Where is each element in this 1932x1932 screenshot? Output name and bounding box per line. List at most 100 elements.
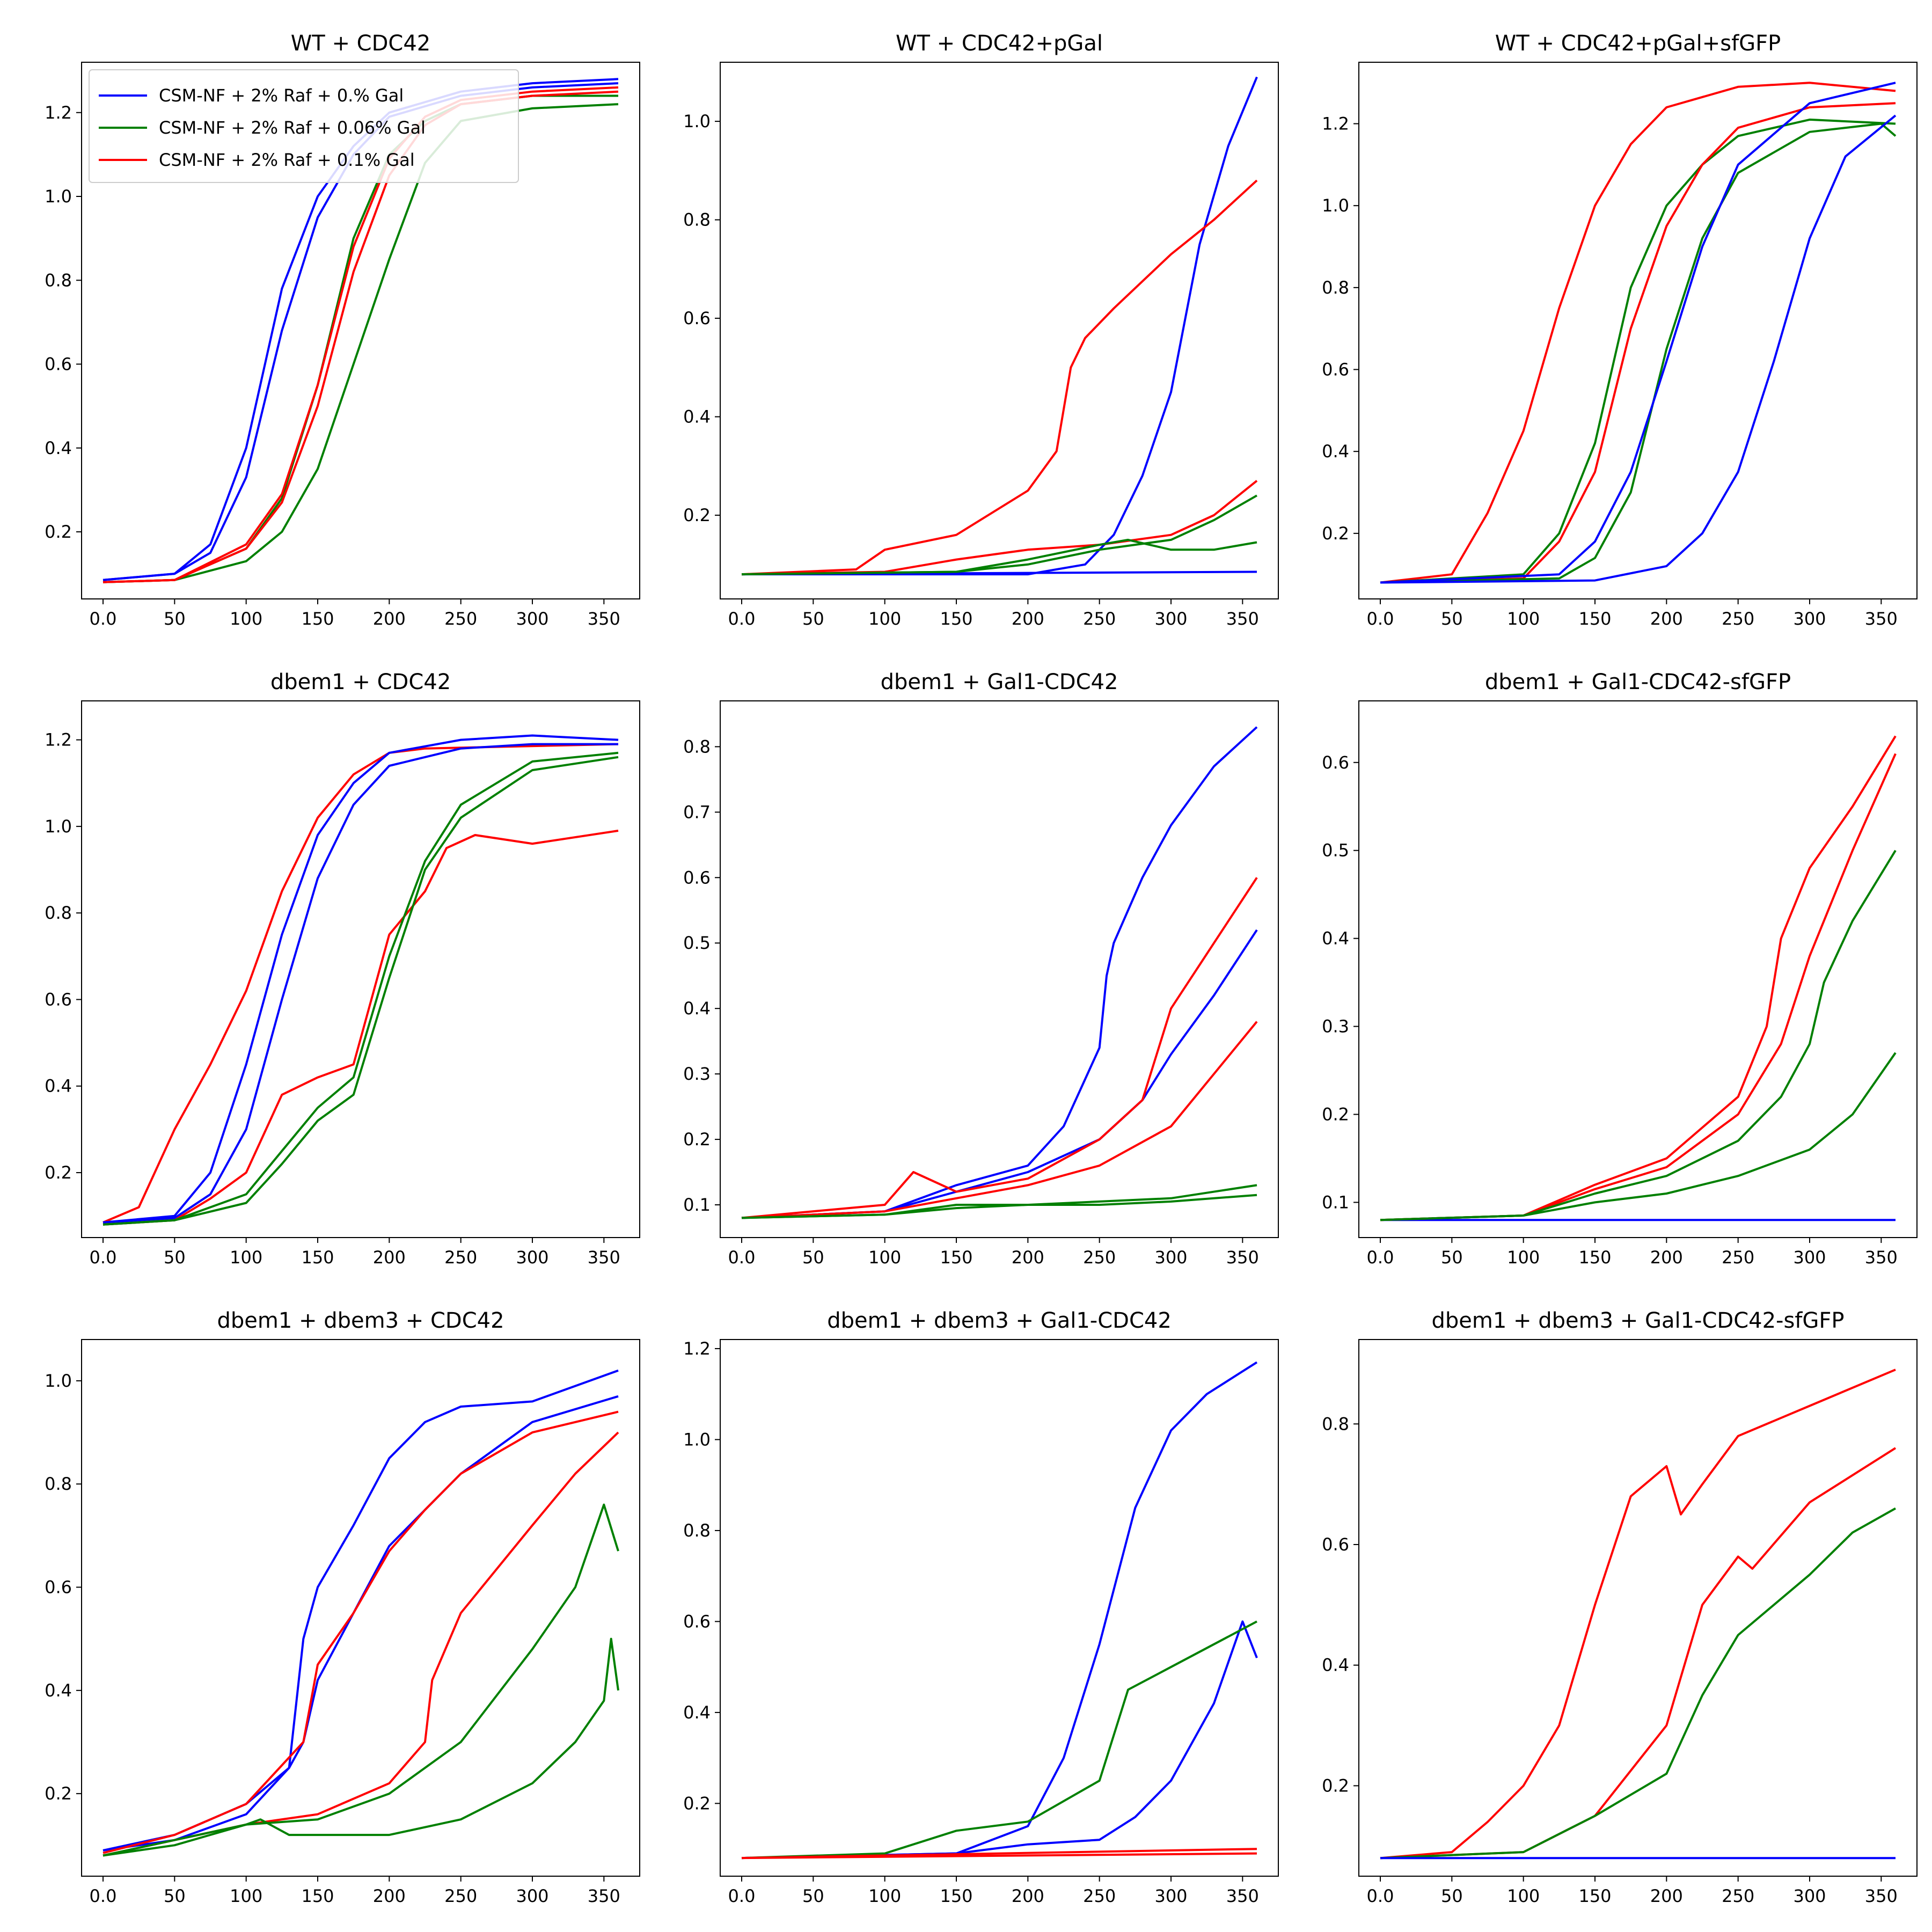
series-line: [1380, 1507, 1896, 1860]
subplot-4: dbem1 + CDC42 0.0 50 100 150 200 250 300 350 0.2 0…: [45, 670, 640, 1268]
x-tick-label: 250: [444, 1247, 477, 1268]
x-tick-label: 300: [1154, 1886, 1187, 1906]
x-tick-label: 50: [1441, 1886, 1463, 1906]
series-group: [1380, 1368, 1897, 1860]
subplot-title: dbem1 + Gal1-CDC42-sfGFP: [1485, 670, 1791, 694]
series-line: [1380, 735, 1897, 1221]
x-tick-label: 350: [1226, 1886, 1259, 1906]
subplot-2: WT + CDC42+pGal 0.0 50 100 150 200 250 300 350 0.…: [683, 31, 1279, 629]
x-tick-label: 50: [164, 1247, 186, 1268]
y-tick-label: 0.4: [1322, 928, 1349, 949]
x-tick-label: 100: [868, 1247, 901, 1268]
x-tick-label: 300: [1793, 1886, 1826, 1906]
x-tick-label: 300: [1154, 1247, 1187, 1268]
series-group: [741, 76, 1258, 576]
y-tick-label: 0.2: [683, 1129, 711, 1150]
x-tick-label: 50: [164, 1886, 186, 1906]
x-tick-label: 200: [1650, 1247, 1683, 1268]
y-tick-label: 0.2: [1322, 523, 1349, 544]
x-tick-label: 0.0: [90, 1886, 117, 1906]
x-tick-label: 150: [301, 1247, 334, 1268]
series-line: [1380, 82, 1896, 584]
series-line: [741, 1620, 1258, 1860]
series-line: [1380, 118, 1896, 584]
y-tick-label: 0.1: [1322, 1192, 1349, 1212]
y-tick-label: 0.4: [1322, 1655, 1349, 1675]
series-line: [741, 1021, 1258, 1219]
subplot-title: dbem1 + CDC42: [270, 670, 451, 694]
series-line: [103, 1410, 619, 1854]
series-line: [1380, 122, 1897, 584]
y-tick-label: 0.6: [45, 1577, 72, 1598]
series-line: [1380, 114, 1897, 584]
x-tick-label: 150: [1578, 1247, 1611, 1268]
x-tick-label: 250: [444, 1886, 477, 1906]
y-tick-label: 0.8: [1322, 1414, 1349, 1434]
x-tick-label: 350: [588, 1247, 620, 1268]
y-tick-label: 1.2: [45, 103, 72, 123]
y-tick-label: 0.4: [683, 1702, 711, 1723]
y-tick-label: 0.3: [1322, 1016, 1349, 1037]
subplot-1: WT + CDC42 0.0 50 100 150 200 250 300 350 0.2 0.4 0…: [45, 31, 640, 629]
y-tick-label: 0.2: [45, 1162, 72, 1183]
subplot-title: dbem1 + Gal1-CDC42: [881, 670, 1118, 694]
y-tick-label: 0.6: [683, 867, 711, 888]
x-tick-label: 200: [1650, 609, 1683, 629]
x-tick-label: 150: [940, 1247, 972, 1268]
series-line: [741, 1852, 1257, 1860]
y-tick-label: 0.4: [45, 438, 72, 458]
y-tick-label: 1.0: [1322, 195, 1349, 216]
series-line: [103, 734, 619, 1224]
y-tick-label: 0.8: [683, 1520, 711, 1541]
x-tick-label: 0.0: [1367, 1247, 1394, 1268]
y-tick-label: 0.1: [683, 1195, 711, 1215]
series-line: [741, 1361, 1258, 1860]
x-tick-label: 0.0: [1367, 1886, 1394, 1906]
x-tick-label: 0.0: [728, 1886, 756, 1906]
series-line: [103, 1395, 619, 1851]
y-tick-label: 0.5: [683, 933, 711, 953]
series-line: [103, 1503, 619, 1857]
x-tick-label: 200: [373, 1886, 406, 1906]
y-tick-label: 1.2: [45, 730, 72, 750]
y-tick-label: 1.2: [1322, 114, 1349, 134]
subplot-title: dbem1 + dbem3 + CDC42: [217, 1308, 504, 1333]
y-tick-label: 0.4: [45, 1680, 72, 1701]
axes-frame: [81, 1339, 640, 1877]
legend-label: CSM-NF + 2% Raf + 0.1% Gal: [159, 150, 415, 170]
x-tick-label: 350: [1226, 609, 1259, 629]
y-tick-label: 0.8: [45, 1474, 72, 1494]
series-line: [103, 1431, 619, 1857]
x-tick-label: 250: [1083, 609, 1116, 629]
series-line: [103, 1369, 619, 1851]
x-tick-label: 250: [1083, 1886, 1116, 1906]
y-tick-label: 0.2: [45, 1783, 72, 1804]
series-group: [1380, 82, 1897, 584]
x-tick-label: 350: [588, 609, 620, 629]
series-line: [103, 743, 618, 1224]
x-tick-label: 0.0: [728, 1247, 756, 1268]
series-line: [1380, 850, 1897, 1221]
y-tick-label: 0.4: [683, 407, 711, 427]
subplot-title: WT + CDC42+pGal: [896, 31, 1103, 56]
y-tick-label: 1.0: [683, 111, 711, 131]
y-tick-label: 0.3: [683, 1064, 711, 1084]
subplot-title: WT + CDC42: [291, 31, 431, 56]
series-group: [103, 734, 619, 1226]
x-tick-label: 350: [1865, 609, 1898, 629]
y-tick-label: 0.2: [1322, 1104, 1349, 1124]
x-tick-label: 0.0: [90, 1247, 117, 1268]
x-tick-label: 350: [588, 1886, 620, 1906]
subplot-5: dbem1 + Gal1-CDC42 0.0 50 100 150 200 250 300 35…: [683, 670, 1279, 1268]
x-tick-label: 350: [1226, 1247, 1259, 1268]
x-tick-label: 100: [230, 1886, 262, 1906]
x-tick-label: 300: [516, 1247, 548, 1268]
x-tick-label: 100: [1507, 1886, 1540, 1906]
y-tick-label: 1.0: [683, 1429, 711, 1450]
x-tick-label: 200: [373, 1247, 406, 1268]
x-tick-label: 150: [940, 1886, 972, 1906]
x-tick-label: 300: [1793, 609, 1826, 629]
x-tick-label: 50: [802, 1886, 824, 1906]
y-tick-label: 0.8: [683, 736, 711, 757]
